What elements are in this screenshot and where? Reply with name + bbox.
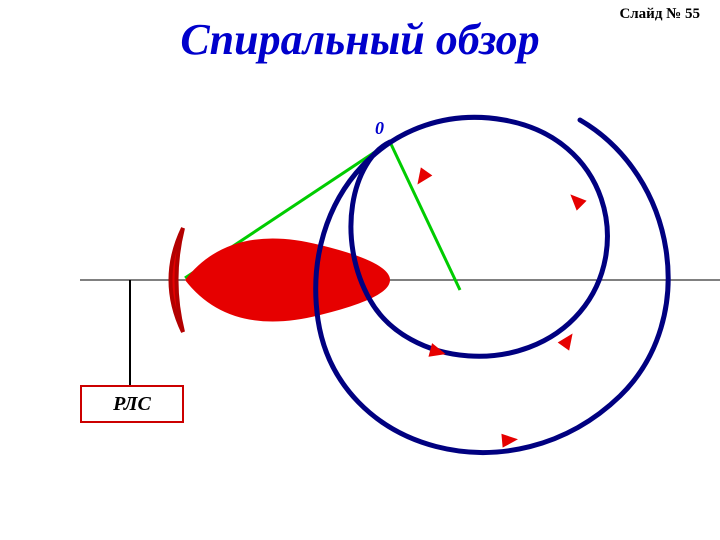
zero-label: 0 — [375, 118, 384, 139]
diagram-canvas — [0, 0, 720, 540]
rls-box: РЛС — [80, 385, 184, 423]
